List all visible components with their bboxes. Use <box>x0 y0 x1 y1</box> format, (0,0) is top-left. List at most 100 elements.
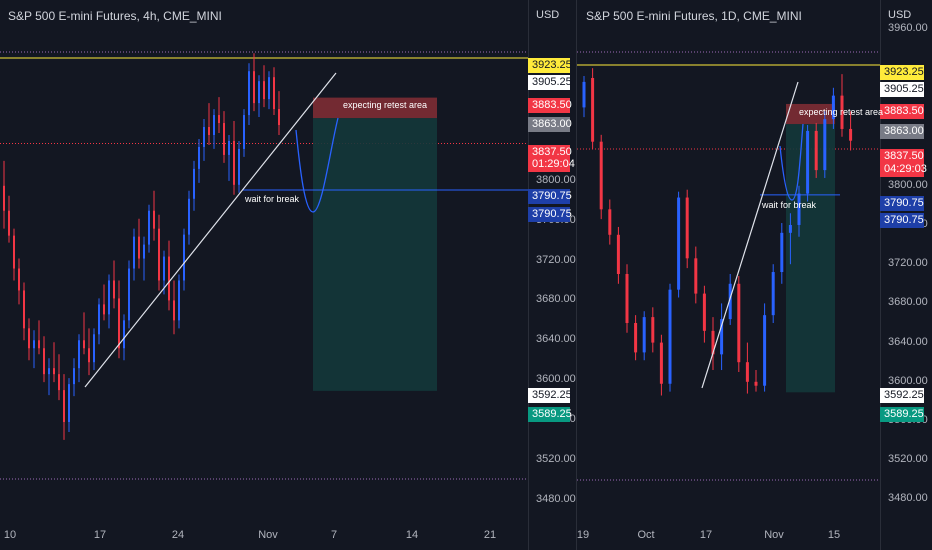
price-tag: 3592.25 <box>528 388 572 403</box>
L-candle-body <box>268 77 270 100</box>
L-trendline <box>84 72 337 388</box>
time-tick-label: 21 <box>483 529 497 541</box>
right-retest-annotation: expecting retest area <box>799 107 884 117</box>
price-tick-label: 3800.00 <box>888 178 928 191</box>
L-candle-body <box>178 280 180 321</box>
R-candle-body <box>668 289 672 384</box>
time-tick-label: 14 <box>405 529 419 541</box>
time-tick-label: 17 <box>699 529 713 541</box>
L-candle-body <box>278 109 280 126</box>
R-candle-body <box>797 193 801 225</box>
L-candle-body <box>3 185 5 211</box>
L-candle-body <box>33 340 35 349</box>
L-retest-zone <box>313 97 437 119</box>
R-candle-body <box>814 130 818 171</box>
price-tag: 3905.25 <box>528 75 572 90</box>
L-candle-body <box>138 236 140 259</box>
time-tick-label: 24 <box>171 529 185 541</box>
price-tag: 3790.75 <box>528 189 572 204</box>
price-tag: 3883.50 <box>528 98 572 113</box>
R-candle-body <box>780 232 784 273</box>
L-candle-body <box>193 168 195 199</box>
price-tag: 3923.25 <box>528 58 572 73</box>
L-candle-body <box>38 340 40 349</box>
L-candle-body <box>88 348 90 363</box>
price-tick-label: 3600.00 <box>536 373 576 386</box>
R-candle-body <box>831 95 835 120</box>
R-candle-body <box>685 197 689 259</box>
left-price-unit: USD <box>536 9 560 21</box>
R-candle-body <box>720 319 724 355</box>
R-projected-path <box>779 123 804 201</box>
L-target-zone <box>313 118 437 391</box>
price-tag: 3837.50 <box>880 149 924 164</box>
price-tick-label: 3680.00 <box>536 293 576 306</box>
price-tick-label: 3520.00 <box>888 453 928 466</box>
R-candle-body <box>840 95 844 129</box>
L-candle-body <box>168 256 170 301</box>
R-candle-body <box>599 141 603 210</box>
R-candle-body <box>702 293 706 331</box>
R-candle-body <box>711 330 715 355</box>
L-candle-body <box>18 268 20 291</box>
price-tag: 3837.50 <box>528 145 572 160</box>
price-tag: 01:29:04 <box>528 157 575 172</box>
price-tick-label: 3520.00 <box>536 452 576 465</box>
R-retest-zone <box>786 103 835 125</box>
L-candle-body <box>43 348 45 375</box>
price-tag: 3589.25 <box>528 407 572 422</box>
L-candle-body <box>198 146 200 169</box>
L-candle-body <box>13 235 15 269</box>
right-price-axis-border <box>880 0 881 550</box>
price-tag: 3592.25 <box>880 388 924 403</box>
L-candle-body <box>153 210 155 229</box>
R-candle-body <box>728 283 732 320</box>
pane-divider[interactable] <box>576 0 577 550</box>
right-break-annotation: wait for break <box>762 200 817 210</box>
L-candle-body <box>273 77 275 110</box>
time-tick-label: 15 <box>827 529 841 541</box>
R-candle-body <box>634 322 638 353</box>
R-candle-body <box>694 258 698 294</box>
price-tick-label: 3640.00 <box>536 333 576 346</box>
price-tag: 3863.00 <box>528 117 572 132</box>
time-tick-label: 10 <box>3 529 17 541</box>
L-candle-body <box>158 228 160 281</box>
price-tick-label: 3600.00 <box>888 374 928 387</box>
R-candle-body <box>651 317 655 343</box>
price-tick-label: 3800.00 <box>536 173 576 186</box>
L-candle-body <box>228 140 230 155</box>
time-tick-label: Nov <box>764 529 784 541</box>
price-tick-label: 3480.00 <box>536 492 576 505</box>
price-tag: 3589.25 <box>880 407 924 422</box>
R-candle-body <box>677 197 681 290</box>
time-tick-label: 19 <box>576 529 590 541</box>
R-candle-body <box>788 224 792 233</box>
L-candle-body <box>133 236 135 269</box>
L-candle-body <box>63 390 65 422</box>
time-tick-label: 17 <box>93 529 107 541</box>
L-candle-body <box>28 328 30 349</box>
right-price-unit: USD <box>888 9 912 21</box>
L-candle-body <box>123 320 125 349</box>
price-tag: 3790.75 <box>880 196 924 211</box>
L-candle-body <box>213 115 215 135</box>
left-retest-annotation: expecting retest area <box>343 100 428 110</box>
R-trendline <box>701 81 799 389</box>
L-projected-path <box>295 117 339 213</box>
R-candle-body <box>849 128 853 141</box>
L-candle-body <box>108 280 110 315</box>
L-candle-body <box>258 81 260 104</box>
L-candle-body <box>143 244 145 259</box>
L-candle-body <box>8 210 10 236</box>
L-candle-body <box>253 71 255 104</box>
time-tick-label: 7 <box>330 529 338 541</box>
L-candle-body <box>208 127 210 135</box>
L-candle-body <box>118 298 120 349</box>
L-candle-body <box>233 140 235 185</box>
L-candle-body <box>263 81 265 100</box>
price-tick-label: 3480.00 <box>888 492 928 505</box>
price-tick-label: 3960.00 <box>888 21 928 34</box>
